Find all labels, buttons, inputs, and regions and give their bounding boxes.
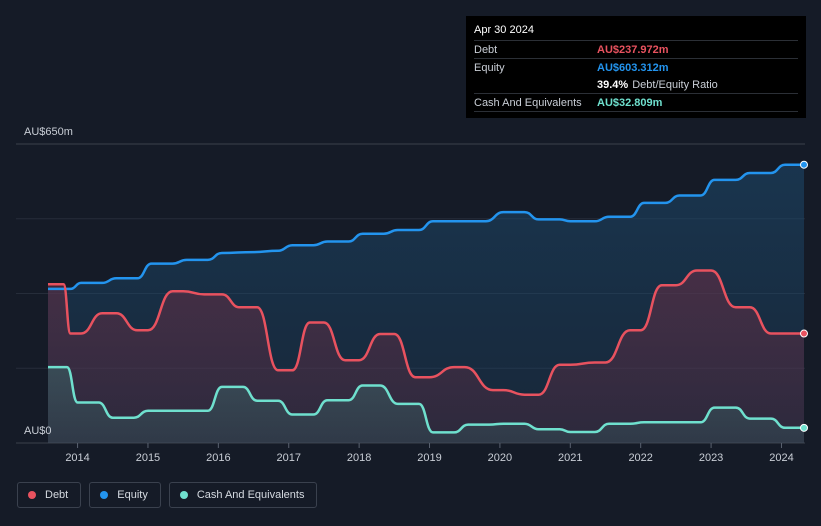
x-tick-label: 2016 [206, 452, 230, 464]
legend-equity-label: Equity [117, 489, 148, 501]
x-tick-label: 2022 [628, 452, 652, 464]
x-tick-label: 2020 [488, 452, 512, 464]
tooltip-cash-label: Cash And Equivalents [474, 96, 582, 109]
x-axis-ticks: 2014 2015 2016 2017 2018 2019 2020 2021 2022 2023… [65, 443, 794, 464]
legend-item-cash[interactable]: Cash And Equivalents [168, 482, 318, 508]
tooltip-equity-label: Equity [474, 61, 505, 74]
equity-dot-icon [100, 491, 109, 499]
x-tick-label: 2018 [347, 452, 371, 464]
tooltip-row-debt: Debt AU$237.972m [474, 40, 798, 58]
x-tick-label: 2019 [417, 452, 441, 464]
chart-endpoints [800, 160, 808, 432]
cash-endpoint [800, 423, 808, 432]
tooltip-equity-value: AU$603.312m [597, 61, 669, 74]
x-tick-label: 2014 [65, 452, 89, 464]
tooltip-ratio-value: 39.4% [597, 78, 629, 91]
x-tick-label: 2017 [276, 452, 300, 464]
tooltip-debt-value: AU$237.972m [597, 43, 669, 56]
y-axis-top-label: AU$650m [24, 126, 73, 138]
legend-item-equity[interactable]: Equity [89, 482, 161, 508]
x-tick-label: 2021 [558, 452, 582, 464]
chart-axis: AU$650m AU$0 [24, 126, 73, 437]
tooltip-debt-label: Debt [474, 43, 498, 56]
x-tick-label: 2024 [769, 452, 793, 464]
tooltip-date: Apr 30 2024 [474, 24, 534, 36]
tooltip-row-equity: Equity AU$603.312m [474, 58, 798, 76]
equity-line [47, 163, 804, 291]
legend-cash-label: Cash And Equivalents [196, 489, 305, 501]
debt-dot-icon [28, 491, 36, 499]
tooltip-cash-value: AU$32.809m [597, 96, 663, 109]
cash-line [47, 365, 804, 434]
data-tooltip: Apr 30 2024 Debt AU$237.972m Equity AU$6… [466, 16, 806, 118]
chart-lines [47, 163, 804, 434]
tooltip-row-ratio: 39.4% Debt/Equity Ratio [474, 76, 798, 93]
debt-line [47, 269, 804, 396]
legend-debt-label: Debt [45, 489, 69, 501]
legend-item-debt[interactable]: Debt [17, 482, 82, 508]
tooltip-ratio-label: Debt/Equity Ratio [632, 78, 718, 91]
debt-endpoint [800, 329, 808, 338]
chart-legend: Debt Equity Cash And Equivalents [17, 482, 318, 508]
y-axis-bottom-label: AU$0 [24, 425, 52, 437]
equity-endpoint [800, 160, 808, 169]
tooltip-row-bottom-border [474, 111, 798, 113]
x-tick-label: 2015 [136, 452, 160, 464]
cash-dot-icon [179, 491, 188, 499]
x-tick-label: 2023 [699, 452, 723, 464]
tooltip-row-cash: Cash And Equivalents AU$32.809m [474, 93, 798, 111]
